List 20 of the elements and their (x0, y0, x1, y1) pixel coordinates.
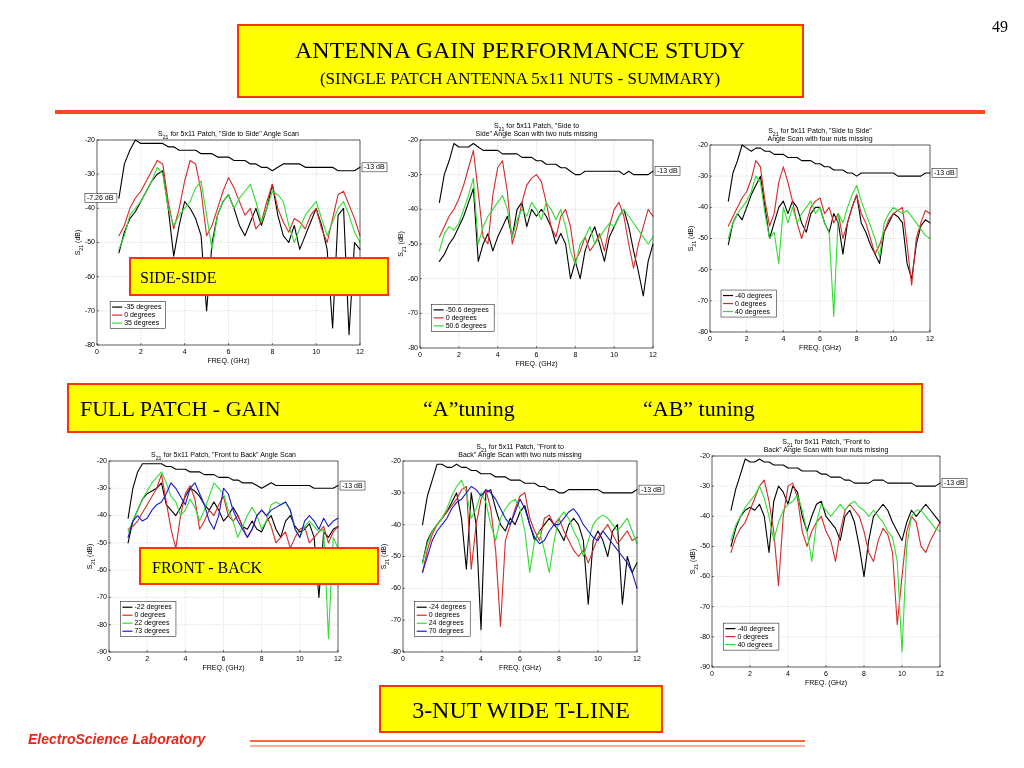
line-series (127, 482, 339, 538)
annotation: FRONT - BACK (152, 559, 263, 576)
text: “A”tuning (423, 396, 515, 421)
line-series (127, 474, 339, 549)
line-series (727, 160, 931, 286)
line-series (438, 149, 654, 269)
line-series (421, 485, 638, 589)
text: ElectroScience Laboratory (28, 731, 207, 747)
text: 49 (992, 18, 1008, 35)
line-series (438, 177, 654, 266)
line-series (727, 175, 931, 317)
text: “AB” tuning (643, 396, 755, 421)
line-series (421, 479, 638, 573)
text: FULL PATCH - GAIN (80, 396, 281, 421)
text: 3-NUT WIDE T-LINE (412, 697, 630, 723)
annotation: SIDE-SIDE (140, 269, 217, 286)
text: (SINGLE PATCH ANTENNA 5x11 NUTS - SUMMARY) (319, 69, 721, 88)
line-series (730, 485, 941, 653)
line-series (730, 479, 941, 626)
text: ANTENNA GAIN PERFORMANCE STUDY (294, 37, 746, 63)
